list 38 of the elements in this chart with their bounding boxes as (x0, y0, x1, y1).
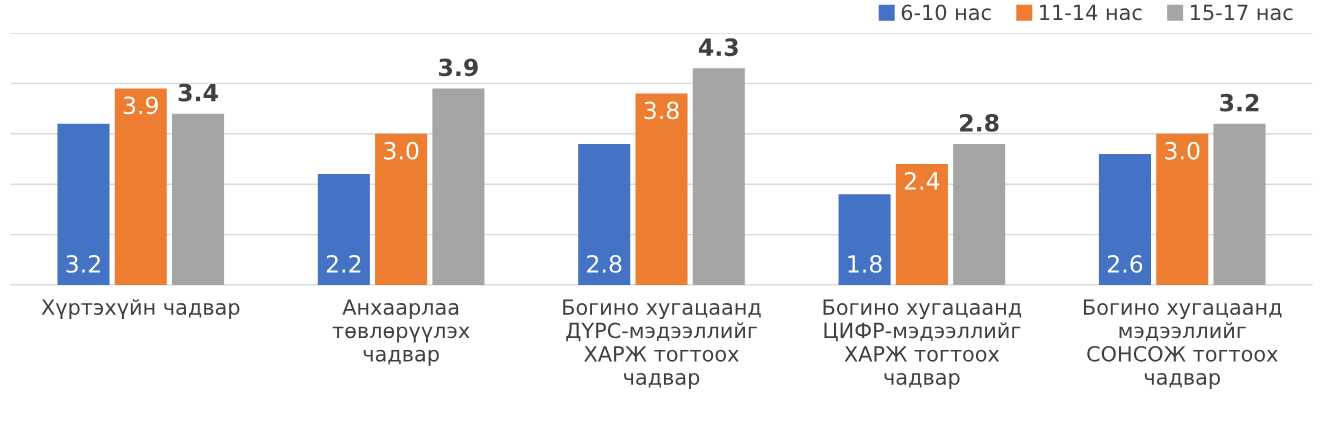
data-label: 3.4 (178, 83, 218, 102)
data-label: 2.8 (960, 113, 999, 132)
legend-label: 6-10 нас (901, 4, 991, 21)
x-tick-label: Анхаарлаа төвлөрүүлэх чадвар (332, 299, 470, 366)
data-label: 3.9 (123, 96, 158, 115)
data-label: 3.2 (66, 255, 100, 273)
bar (578, 143, 631, 285)
bar (635, 93, 688, 285)
bar (692, 68, 745, 285)
data-label: 3.0 (384, 141, 419, 160)
bar (432, 88, 485, 285)
bar (1156, 133, 1209, 285)
x-tick-label: Хүртэхүйн чадвар (41, 298, 240, 320)
bar (953, 143, 1006, 285)
bar (838, 194, 891, 285)
bar (895, 164, 948, 285)
bar (317, 174, 370, 285)
data-label: 4.3 (698, 38, 738, 57)
data-label: 3.2 (1220, 93, 1259, 112)
legend-label: 15-17 нас (1190, 4, 1293, 21)
bar (57, 123, 110, 285)
x-tick-label: Богино хугацаанд ДҮРС-мэдээллийг ХАРЖ тогтоох чадвар (563, 299, 761, 390)
data-label: 2.8 (587, 255, 622, 273)
bar (1213, 123, 1266, 285)
bar (114, 88, 167, 285)
legend-label: 11-14 нас (1040, 4, 1142, 21)
x-tick-label: Богино хугацаанд мэдээллийг СОНСОЖ тогтоох чадвар (1083, 299, 1282, 390)
bar (375, 133, 428, 285)
bar (172, 113, 225, 285)
data-label: 3.9 (439, 58, 478, 77)
data-label: 2.2 (326, 255, 361, 273)
data-label: 1.8 (848, 255, 882, 273)
bar (1098, 153, 1151, 285)
x-tick-label: Богино хугацаанд ЦИФР-мэдээллийг ХАРЖ тогтоох чадвар (823, 299, 1022, 390)
data-label: 3.8 (644, 101, 679, 120)
data-label: 2.6 (1107, 255, 1143, 273)
data-label: 3.0 (1165, 141, 1200, 160)
data-label: 2.4 (904, 172, 940, 190)
